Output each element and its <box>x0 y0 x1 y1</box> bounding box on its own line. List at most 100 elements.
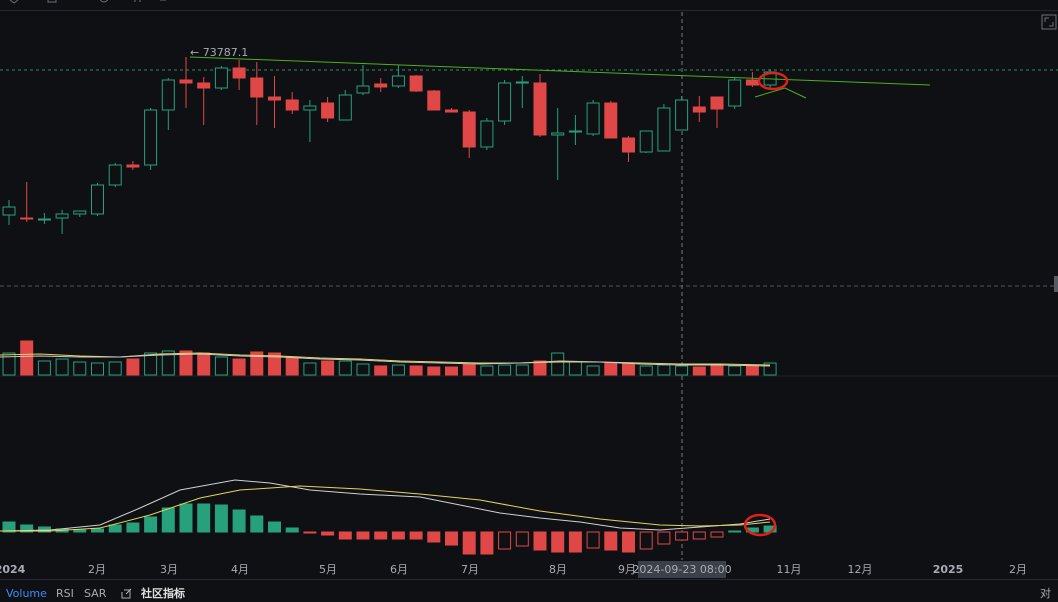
candle-body <box>161 79 175 111</box>
macd-bar <box>321 531 335 536</box>
highlight-circle <box>743 513 777 537</box>
volume-bar <box>427 366 441 376</box>
x-axis-label: 3月 <box>160 563 178 576</box>
fullscreen-arrows[interactable] <box>1044 17 1054 27</box>
volume-bar <box>108 361 122 376</box>
toolbar-icon[interactable] <box>134 0 141 2</box>
toolbar-icons[interactable] <box>9 0 166 4</box>
macd-bar <box>179 503 193 533</box>
macd-bar <box>20 524 34 533</box>
candle-body <box>728 79 742 107</box>
candle-body <box>551 132 565 136</box>
x-axis-label: 2024 <box>0 563 26 576</box>
indicator-tab[interactable]: 社区指标 <box>140 586 185 600</box>
macd-bar <box>285 527 299 533</box>
candle-body <box>303 105 317 111</box>
x-axis-label: 6月 <box>390 563 408 576</box>
candle-body <box>91 184 104 215</box>
indicator-tab[interactable]: SAR <box>84 587 107 600</box>
volume-bar <box>250 351 264 376</box>
volume-bar <box>568 361 582 376</box>
macd-bar <box>710 531 724 538</box>
macd-bar <box>73 529 87 533</box>
macd-bar <box>2 521 16 533</box>
volume-bar <box>551 352 565 376</box>
volume-bar <box>710 365 724 376</box>
candle-body <box>622 137 635 153</box>
candle-body <box>37 218 51 221</box>
candle-body <box>480 120 494 148</box>
volume-bar <box>409 365 423 376</box>
macd-bar <box>214 504 228 533</box>
volume-bar <box>285 356 299 376</box>
indicator-tab[interactable]: 对 <box>1040 586 1051 600</box>
macd-bar <box>639 531 653 550</box>
x-axis-label: 12月 <box>848 563 873 576</box>
volume-bar <box>391 364 405 376</box>
volume-bar <box>356 363 370 376</box>
candle-body <box>232 67 246 79</box>
candle-body <box>409 75 423 92</box>
candle-body <box>427 90 441 111</box>
candle-body <box>356 85 370 94</box>
candle-body <box>338 94 352 121</box>
candle-body <box>710 96 724 110</box>
volume-bar <box>268 352 281 376</box>
macd-bar <box>144 516 158 533</box>
volume-bar <box>639 365 653 376</box>
indicator-icon[interactable] <box>121 588 132 599</box>
macd-bar <box>462 531 476 555</box>
fullscreen-icon[interactable] <box>1041 14 1057 30</box>
candle-body <box>285 99 299 111</box>
volume-bar <box>604 362 618 376</box>
candle-body <box>179 79 193 84</box>
macd-bar <box>161 507 175 533</box>
x-axis-label: 7月 <box>461 563 479 576</box>
volume-bar <box>232 358 246 376</box>
macd-bar <box>391 531 405 540</box>
candle-body <box>250 77 264 98</box>
macd-line <box>0 479 771 532</box>
macd-bar <box>586 531 600 549</box>
scroll-handle[interactable] <box>1054 276 1058 292</box>
volume-bar <box>126 358 140 376</box>
candle-body <box>498 82 512 122</box>
candle-body <box>108 164 122 186</box>
volume-bar <box>728 365 742 376</box>
arrow: ← <box>190 46 203 59</box>
volume-bar <box>498 364 512 376</box>
candle-body <box>639 130 653 153</box>
candle-body <box>533 82 547 136</box>
macd-bar <box>551 531 565 553</box>
toolbar-icon[interactable] <box>9 0 19 4</box>
fullscreen-box[interactable] <box>1041 14 1057 30</box>
volume-bar <box>91 362 104 376</box>
macd-bar <box>108 524 122 533</box>
candle-body <box>374 83 388 88</box>
macd-bar <box>409 531 423 540</box>
candle-body <box>675 99 689 131</box>
candle-body <box>692 106 706 113</box>
price-high-label: ← 73787.1 <box>190 46 248 59</box>
volume-bar <box>692 366 706 376</box>
macd-bar <box>622 531 635 553</box>
macd-bar <box>356 531 370 540</box>
toolbar-icon[interactable] <box>47 0 57 3</box>
crosshair-label: 2024-09-23 08:00 <box>632 563 731 576</box>
candle-body <box>586 102 600 135</box>
macd-bar <box>338 531 352 540</box>
indicator-tab[interactable]: RSI <box>56 587 74 600</box>
volume-bar <box>144 352 158 376</box>
macd-bar <box>604 531 618 551</box>
macd-bar <box>568 531 582 553</box>
candle-body <box>214 67 228 89</box>
macd-bar <box>675 531 689 541</box>
x-axis-label: 2月 <box>88 563 106 576</box>
indicator-tab[interactable]: Volume <box>6 587 47 600</box>
candle-body <box>197 82 211 89</box>
macd-bar <box>91 528 104 533</box>
volume-bar <box>533 360 547 376</box>
toolbar-icon[interactable] <box>100 0 108 3</box>
candle-body <box>268 96 281 101</box>
